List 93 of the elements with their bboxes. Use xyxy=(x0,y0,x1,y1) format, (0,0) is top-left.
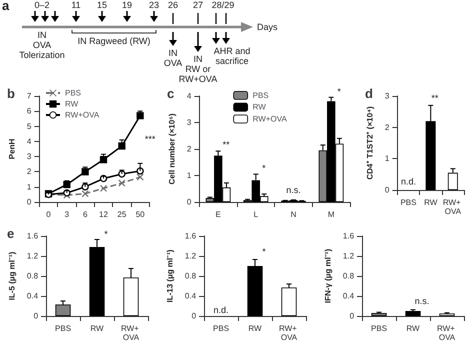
x-tick-label: 25 xyxy=(117,210,127,219)
y-tick-label: 5 xyxy=(26,122,32,131)
y-tick-label: 1 xyxy=(26,182,32,192)
annotation: n.d. xyxy=(214,304,229,315)
y-tick-label: 1.6 xyxy=(342,232,355,240)
text: AHR and sacrifice xyxy=(214,46,250,66)
text: 27 xyxy=(192,0,204,10)
y-tick-label: 1.2 xyxy=(184,252,197,260)
text: 0–2 xyxy=(34,0,50,10)
x-tick-label: L xyxy=(254,210,259,219)
annotation: * xyxy=(337,86,342,96)
y-tick-label: 3 xyxy=(186,118,192,127)
x-tick-label: RW xyxy=(248,324,262,333)
x-tick-label: RW+ OVA xyxy=(278,324,300,342)
y-tick-label: 0.8 xyxy=(184,272,197,280)
y-tick-label: 0.4 xyxy=(26,292,39,300)
y-tick-label: 0 xyxy=(34,312,39,320)
annotation: ** xyxy=(222,140,230,150)
y-tick-label: 0 xyxy=(192,312,197,320)
y-tick-label: 1.6 xyxy=(26,232,39,240)
x-tick-label: PBS xyxy=(55,324,72,333)
text: Days xyxy=(257,22,278,32)
y-axis-title: CD4⁺ T1ST2⁺ (×10⁴) xyxy=(366,106,374,180)
x-tick-label: RW xyxy=(424,198,438,207)
annotation: n.s. xyxy=(414,296,430,306)
legend-label: PBS xyxy=(252,90,269,100)
text: IN Ragweed (RW) xyxy=(78,36,150,46)
y-axis-title: Cell number (×10⁵) xyxy=(168,113,176,185)
legend-label: RW+OVA xyxy=(65,110,100,120)
y-tick-label: 1.2 xyxy=(26,252,39,260)
annotation: *** xyxy=(144,134,156,144)
text: 19 xyxy=(122,0,132,10)
text: 28/29 xyxy=(212,0,234,10)
y-tick-label: 4 xyxy=(26,136,32,146)
x-tick-label: PBS xyxy=(213,324,230,333)
text: IN OVA Tolerization xyxy=(19,30,65,60)
y-tick-label: 6 xyxy=(26,106,32,116)
x-tick-label: 0 xyxy=(46,210,52,219)
x-tick-label: RW+ OVA xyxy=(442,198,463,216)
annotation: * xyxy=(262,162,266,173)
y-tick-label: 4 xyxy=(186,92,192,100)
x-tick-label: RW xyxy=(406,324,420,333)
legend-label: RW xyxy=(65,100,79,108)
annotation: n.s. xyxy=(286,185,301,196)
y-tick-label: 2 xyxy=(26,167,32,176)
y-tick-label: 3 xyxy=(384,92,390,100)
annotation: ** xyxy=(431,93,439,104)
y-axis-title: IL-13 (µg ml⁻¹) xyxy=(166,249,174,302)
text: 15 xyxy=(96,0,108,10)
y-axis-title: IFN-γ (µg ml⁻¹) xyxy=(324,248,332,304)
text: 11 xyxy=(71,0,81,10)
y-tick-label: 0 xyxy=(350,312,355,320)
legend-label: RW+OVA xyxy=(252,114,288,124)
x-tick-label: RW+ OVA xyxy=(120,324,142,342)
x-tick-label: M xyxy=(328,210,335,219)
y-tick-label: 0.4 xyxy=(184,292,197,300)
annotation: n.d. xyxy=(400,176,416,187)
chart-title: c xyxy=(167,86,174,101)
x-tick-label: E xyxy=(216,210,221,219)
text: 23 xyxy=(148,0,160,10)
y-tick-label: 1 xyxy=(186,171,192,180)
text: a xyxy=(2,0,10,13)
legend-label: RW xyxy=(252,102,266,112)
x-tick-label: 50 xyxy=(136,210,146,219)
x-tick-label: N xyxy=(290,210,297,219)
x-tick-label: PBS xyxy=(371,324,388,333)
y-tick-label: 1.2 xyxy=(342,252,355,260)
x-tick-label: RW+ OVA xyxy=(436,324,458,342)
y-tick-label: 0 xyxy=(384,186,390,194)
y-tick-label: 0.4 xyxy=(342,292,355,300)
x-tick-label: 12 xyxy=(99,210,109,219)
x-tick-label: PBS xyxy=(400,198,416,207)
y-tick-label: 2 xyxy=(384,122,390,132)
y-tick-label: 2 xyxy=(186,144,192,154)
text: IN OVA xyxy=(164,48,182,68)
x-tick-label: 6 xyxy=(82,210,88,219)
x-tick-label: RW xyxy=(90,324,104,333)
legend-label: PBS xyxy=(65,88,82,98)
y-axis-title: PenH xyxy=(8,138,16,160)
annotation: * xyxy=(262,246,266,256)
y-tick-label: 1.6 xyxy=(184,232,197,240)
x-tick-label: 3 xyxy=(64,210,70,219)
chart-title: e xyxy=(7,226,14,241)
y-axis-title: IL-5 (µg ml⁻¹) xyxy=(8,251,16,300)
annotation: * xyxy=(104,228,108,239)
y-tick-label: 0.8 xyxy=(26,272,39,280)
text: 26 xyxy=(168,0,178,10)
y-tick-label: 1 xyxy=(384,154,390,164)
y-tick-label: 3 xyxy=(26,152,32,162)
y-tick-label: 7 xyxy=(26,92,32,100)
chart-title: b xyxy=(7,86,15,101)
y-tick-label: 0.8 xyxy=(342,272,355,280)
chart-title: d xyxy=(365,86,373,101)
